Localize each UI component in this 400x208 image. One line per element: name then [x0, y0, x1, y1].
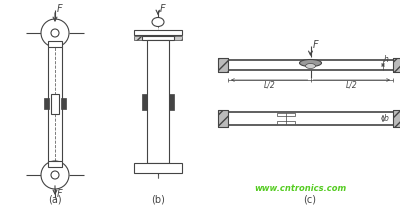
- Text: F: F: [312, 40, 318, 50]
- Bar: [393, 110, 400, 127]
- Circle shape: [41, 19, 69, 47]
- Text: (a): (a): [48, 195, 62, 205]
- Text: F: F: [57, 189, 63, 199]
- Bar: [48, 41, 62, 47]
- Ellipse shape: [152, 17, 164, 26]
- Circle shape: [51, 29, 59, 37]
- Text: L/2: L/2: [263, 80, 275, 89]
- Bar: [142, 36, 174, 40]
- Text: b: b: [384, 114, 389, 123]
- Text: www.cntronics.com: www.cntronics.com: [254, 184, 346, 193]
- Ellipse shape: [300, 59, 322, 67]
- Bar: [169, 94, 174, 110]
- Circle shape: [41, 161, 69, 189]
- Bar: [218, 110, 228, 127]
- Circle shape: [51, 171, 59, 179]
- Bar: [276, 113, 294, 116]
- Bar: [134, 36, 142, 40]
- Bar: [61, 98, 66, 109]
- Bar: [276, 121, 294, 124]
- Text: L/2: L/2: [346, 80, 358, 89]
- Text: F: F: [160, 4, 166, 14]
- Bar: [134, 30, 182, 35]
- Bar: [48, 161, 62, 167]
- Bar: [393, 58, 400, 72]
- Bar: [393, 58, 400, 72]
- Text: (b): (b): [151, 195, 165, 205]
- Bar: [147, 40, 169, 163]
- Bar: [134, 163, 182, 173]
- Bar: [142, 94, 147, 110]
- Bar: [174, 36, 182, 40]
- Text: (c): (c): [304, 195, 316, 205]
- Ellipse shape: [306, 63, 316, 68]
- Text: F: F: [57, 4, 63, 14]
- Bar: [218, 58, 228, 72]
- Bar: [393, 110, 400, 127]
- Bar: [218, 58, 228, 72]
- Text: h: h: [384, 55, 389, 64]
- Bar: [218, 110, 228, 127]
- Bar: [44, 98, 49, 109]
- Bar: [51, 94, 59, 114]
